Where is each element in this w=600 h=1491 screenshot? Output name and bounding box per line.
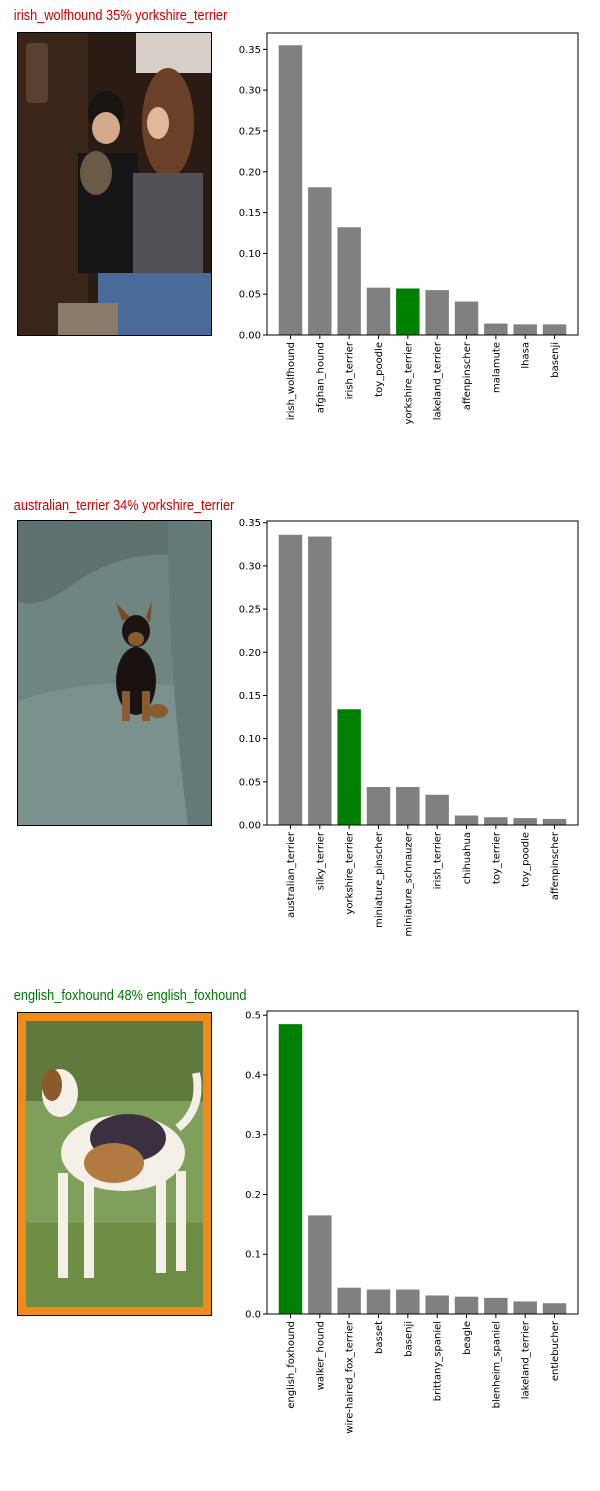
bar-irish_terrier	[337, 227, 361, 335]
prediction-title: english_foxhound 48% english_foxhound	[13, 988, 247, 1004]
y-tick-label: 0.10	[239, 734, 261, 745]
dog-photo	[17, 520, 212, 826]
x-tick-label: miniature_pinscher	[374, 831, 385, 928]
prediction-title: irish_wolfhound 35% yorkshire_terrier	[13, 8, 228, 24]
x-tick-label: afghan_hound	[315, 342, 326, 413]
plot-frame	[266, 32, 579, 336]
probability-bar-chart: 0.0 0.1 0.2 0.3 0.4 0.5 english_foxhound walker…	[245, 1010, 579, 1434]
bar-basenji	[396, 1289, 420, 1314]
y-tick-label: 0.20	[239, 648, 261, 659]
bar-lakeland_terrier	[513, 1301, 537, 1314]
y-tick-label: 0.00	[239, 821, 261, 832]
bar-affenpinscher	[542, 818, 567, 825]
y-tick-label: 0.2	[245, 1190, 261, 1201]
bar-lakeland_terrier	[425, 290, 449, 335]
x-tick-label: miniature_schnauzer	[403, 831, 414, 936]
bar-wire-haired_fox_terrier	[337, 1287, 361, 1314]
dog-photo	[17, 1012, 212, 1316]
x-tick-label: beagle	[462, 1321, 473, 1355]
bar-irish_wolfhound	[278, 45, 303, 336]
bar-entlebucher	[542, 1303, 567, 1314]
bar-toy_poodle	[366, 287, 391, 335]
bar-miniature_schnauzer	[396, 787, 420, 825]
bar-beagle	[454, 1296, 479, 1314]
dog-photo	[17, 32, 212, 336]
y-tick-label: 0.35	[239, 518, 261, 529]
bar-lhasa	[513, 324, 537, 335]
x-tick-label: lakeland_terrier	[521, 1320, 532, 1399]
x-tick-label: yorkshire_terrier	[403, 341, 414, 424]
bar-irish_terrier	[425, 794, 449, 825]
x-tick-label: affenpinscher	[462, 341, 473, 410]
bar-yorkshire_terrier	[396, 288, 420, 335]
y-tick-label: 0.3	[245, 1130, 261, 1141]
x-tick-label: yorkshire_terrier	[345, 831, 356, 914]
bar-walker_hound	[308, 1215, 332, 1314]
y-tick-label: 0.10	[239, 249, 261, 260]
bar-silky_terrier	[308, 536, 332, 825]
y-tick-label: 0.20	[239, 167, 261, 178]
x-tick-label: basset	[374, 1321, 385, 1354]
plot-frame	[266, 520, 579, 826]
x-tick-label: lhasa	[521, 342, 532, 369]
x-tick-label: basenji	[550, 342, 561, 378]
probability-bar-chart: 0.00 0.05 0.10 0.15 0.20 0.25 0.30 0.35 australi…	[239, 518, 579, 936]
y-tick-label: 0.05	[239, 290, 261, 301]
bar-basset	[366, 1289, 391, 1314]
x-tick-label: wire-haired_fox_terrier	[345, 1320, 356, 1434]
bar-malamute	[484, 323, 508, 335]
x-tick-label: english_foxhound	[286, 1321, 297, 1409]
y-tick-label: 0.00	[239, 331, 261, 342]
y-tick-label: 0.5	[245, 1011, 261, 1022]
y-tick-label: 0.25	[239, 126, 261, 137]
x-tick-label: irish_terrier	[433, 831, 444, 889]
plot-frame	[266, 1010, 579, 1315]
x-tick-label: walker_hound	[315, 1321, 326, 1390]
prediction-panel-2: australian_terrier 34% yorkshire_terrier…	[0, 490, 600, 980]
y-tick-label: 0.30	[239, 86, 261, 97]
y-tick-label: 0.15	[239, 691, 261, 702]
bar-blenheim_spaniel	[484, 1297, 508, 1314]
bar-chihuahua	[454, 815, 479, 825]
bar-brittany_spaniel	[425, 1295, 449, 1314]
x-tick-label: irish_wolfhound	[286, 342, 297, 420]
prediction-title: australian_terrier 34% yorkshire_terrier	[13, 498, 235, 514]
bar-miniature_pinscher	[366, 787, 391, 825]
x-tick-label: blenheim_spaniel	[491, 1321, 502, 1408]
x-tick-label: affenpinscher	[550, 831, 561, 900]
bar-toy_poodle	[513, 818, 537, 825]
x-tick-label: malamute	[491, 342, 502, 393]
x-tick-label: toy_poodle	[521, 832, 532, 887]
x-tick-label: toy_terrier	[491, 831, 502, 884]
bar-basenji	[542, 324, 567, 335]
x-tick-label: entlebucher	[550, 1320, 561, 1381]
y-tick-label: 0.1	[245, 1250, 261, 1261]
x-tick-label: irish_terrier	[345, 341, 356, 399]
x-tick-label: australian_terrier	[286, 831, 297, 918]
y-tick-label: 0.35	[239, 45, 261, 56]
x-tick-label: brittany_spaniel	[433, 1321, 444, 1401]
x-tick-label: chihuahua	[462, 832, 473, 884]
y-tick-label: 0.0	[245, 1310, 261, 1321]
x-tick-label: silky_terrier	[315, 831, 326, 890]
bar-toy_terrier	[484, 817, 508, 825]
x-tick-label: toy_poodle	[374, 342, 385, 397]
bar-afghan_hound	[308, 187, 332, 335]
x-tick-label: basenji	[403, 1321, 414, 1357]
prediction-panel-1: irish_wolfhound 35% yorkshire_terrier 0.…	[0, 0, 600, 490]
y-tick-label: 0.25	[239, 605, 261, 616]
bar-affenpinscher	[454, 301, 479, 335]
bar-yorkshire_terrier	[337, 709, 361, 825]
bar-australian_terrier	[278, 534, 303, 825]
x-tick-label: lakeland_terrier	[433, 341, 444, 420]
y-tick-label: 0.30	[239, 561, 261, 572]
y-tick-label: 0.05	[239, 777, 261, 788]
prediction-panel-3: english_foxhound 48% english_foxhound 0.…	[0, 980, 600, 1470]
bar-english_foxhound	[278, 1024, 303, 1314]
probability-bar-chart: 0.00 0.05 0.10 0.15 0.20 0.25 0.30 0.35 irish_wo…	[239, 32, 579, 424]
y-tick-label: 0.4	[245, 1070, 261, 1081]
y-tick-label: 0.15	[239, 208, 261, 219]
